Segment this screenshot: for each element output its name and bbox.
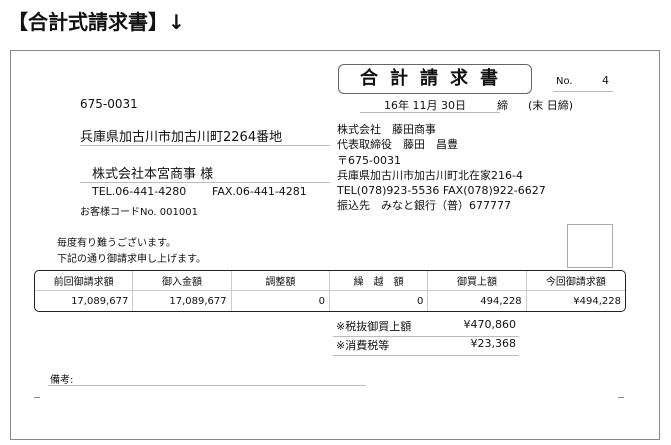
document-title: 合計請求書 [338,64,532,94]
table-cell: 17,089,677 [133,291,232,311]
table-cell: 494,228 [428,291,527,311]
invoice-frame [10,50,660,440]
customer-postal: 675-0031 [80,97,138,111]
doc-no: 4 [602,74,609,87]
table-header: 今回御請求額 [526,271,625,291]
customer-fax: FAX.06-441-4281 [212,185,307,198]
doc-no-label: No. [556,76,573,87]
customer-name: 株式会社本宮商事 様 [92,167,214,182]
summary-label: ※消費税等 [336,339,390,352]
summary-label: ※税抜御買上額 [336,320,412,333]
customer-code: お客様コードNo. 001001 [80,207,198,218]
issuer-line: 株式会社 藤田商事 [337,123,436,136]
table-cell: 0 [330,291,429,311]
remarks-label: 備考: [50,375,74,386]
greeting-line: 毎度有り難うございます。 [57,238,176,249]
issuer-line: 〒675-0031 [337,153,401,167]
closing-note: (末 日締) [528,99,574,112]
customer-tel: TEL.06-441-4280 [92,185,187,198]
summary-row: ※消費税等 ¥23,368 [333,337,519,356]
issuer-block: 株式会社 藤田商事 代表取締役 藤田 昌豊 〒675-0031 兵庫県加古川市加… [337,122,546,214]
issuer-line: 振込先 みなと銀行（普）677777 [337,199,511,213]
customer-address: 兵庫県加古川市加古川町2264番地 [80,130,283,145]
table-cell: 17,089,677 [35,291,134,311]
issuer-line: TEL(078)923-5536 FAX(078)922-6627 [337,184,546,198]
issuer-line: 兵庫県加古川市加古川町北在家216-4 [337,168,523,182]
summary-value: ¥23,368 [470,337,517,350]
table-header: 御買上額 [428,271,527,291]
closing-label: 締 [497,99,508,112]
summary-value: ¥470,860 [463,318,517,331]
page-heading: 【合計式請求書】↓ [8,10,185,34]
stamp-box [567,224,613,268]
table-header: 調整額 [231,271,330,291]
summary-row: ※税抜御買上額 ¥470,860 [333,318,519,337]
table-header: 繰 越 額 [330,271,429,291]
closing-date: 16年 11月 30日 [384,99,466,112]
greeting-line: 下記の通り御請求申し上げます。 [57,254,206,265]
billing-table: 前回御請求額 御入金額 調整額 繰 越 額 御買上額 今回御請求額 17,089… [34,270,626,312]
greeting: 毎度有り難うございます。 下記の通り御請求申し上げます。 [57,236,206,268]
issuer-line: 代表取締役 藤田 昌豊 [337,138,458,152]
table-cell: ¥494,228 [573,295,621,307]
table-header: 御入金額 [133,271,232,291]
table-cell: 0 [232,291,330,311]
table-header: 前回御請求額 [35,271,134,291]
